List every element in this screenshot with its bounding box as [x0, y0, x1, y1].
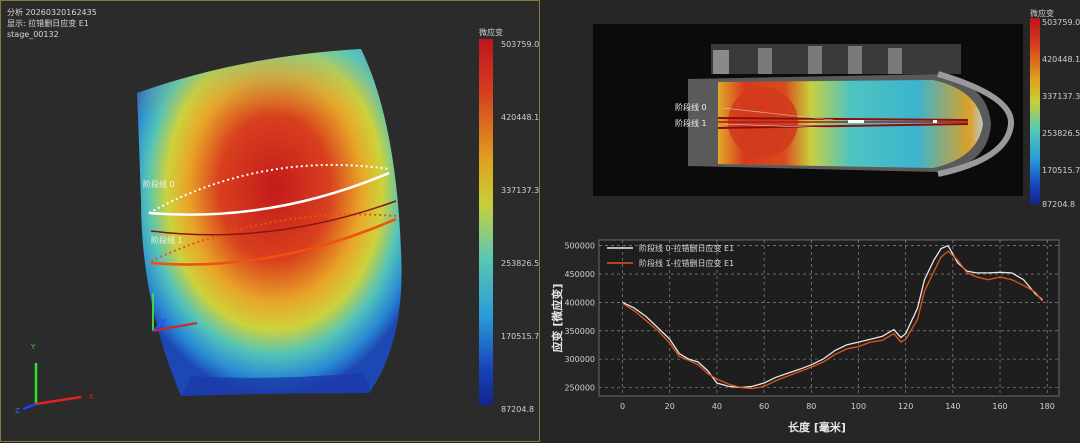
- colorbar-tick: 253826.5: [501, 259, 540, 268]
- svg-text:Z: Z: [15, 407, 20, 415]
- 3d-viewport[interactable]: 分析 20260320162435 显示: 拉错删日应变 E1 stage_00…: [0, 0, 540, 442]
- svg-text:Y: Y: [30, 343, 36, 351]
- x-tick-label: 180: [1040, 402, 1055, 411]
- x-axis-ticks: 0 20 40 60 80 100 120 140 160 180: [620, 402, 1055, 411]
- x-tick-label: 100: [851, 402, 866, 411]
- series-line-1: [622, 250, 1044, 390]
- y-axis-label: 应变 [微应变]: [550, 284, 564, 353]
- stage-line-1-back: [150, 213, 397, 262]
- y-axis-ticks: 250000 300000 350000 400000 450000 500000: [564, 242, 595, 393]
- series-group: [622, 244, 1044, 390]
- camera-colorbar-tick: 337137.3: [1042, 92, 1080, 101]
- results-panel: 阶段线 0 阶段线 1 微应变 503759.0 420448.1 337137…: [541, 0, 1080, 442]
- camera-image[interactable]: 阶段线 0 阶段线 1: [593, 24, 1023, 196]
- axis-triad: Y X Z: [15, 343, 94, 415]
- x-tick-label: 40: [712, 402, 722, 411]
- svg-text:X: X: [89, 393, 94, 401]
- stage-line-0-label: 阶段线 0: [143, 179, 175, 189]
- plot-area: [598, 239, 1060, 397]
- camera-colorbar-tick: 253826.5: [1042, 129, 1080, 138]
- y-tick-label: 400000: [564, 298, 595, 307]
- camera-colorbar: [1030, 18, 1040, 204]
- colorbar-tick: 503759.0: [501, 40, 540, 49]
- camera-colorbar-tick: 420448.1: [1042, 55, 1080, 64]
- strain-line-chart[interactable]: 0 20 40 60 80 100 120 140 160 180 250000 300000 350…: [541, 232, 1080, 442]
- x-tick-label: 60: [759, 402, 769, 411]
- x-tick-label: 160: [992, 402, 1007, 411]
- grid: [599, 240, 1059, 396]
- legend-label-1: 阶段线 1-拉错删日应变 E1: [639, 258, 734, 268]
- y-tick-label: 350000: [564, 327, 595, 336]
- colorbar-tick: 87204.8: [501, 405, 535, 414]
- camera-stage-line-0-label: 阶段线 0: [675, 102, 707, 112]
- display-label: 显示: 拉错删日应变 E1: [7, 19, 89, 28]
- y-tick-label: 300000: [564, 355, 595, 364]
- y-tick-label: 500000: [564, 242, 595, 251]
- strain-surface[interactable]: 阶段线 0 阶段线 1 Y X Z: [1, 1, 541, 443]
- stage-line-0-back: [148, 164, 390, 214]
- colorbar-title: 微应变: [479, 28, 503, 37]
- x-tick-label: 0: [620, 402, 625, 411]
- local-axis-gizmo: [152, 293, 198, 332]
- colorbar-tick: 170515.7: [501, 332, 540, 341]
- legend-label-0: 阶段线 0-拉错删日应变 E1: [639, 243, 734, 253]
- x-tick-label: 120: [898, 402, 913, 411]
- camera-stage-line-1-label: 阶段线 1: [675, 118, 707, 128]
- camera-colorbar-tick: 503759.0: [1042, 18, 1080, 27]
- camera-colorbar-tick: 87204.8: [1042, 200, 1076, 209]
- x-tick-label: 80: [806, 402, 816, 411]
- legend: 阶段线 0-拉错删日应变 E1 阶段线 1-拉错删日应变 E1: [607, 243, 734, 268]
- stage-line-1-label: 阶段线 1: [151, 235, 183, 245]
- x-tick-label: 20: [665, 402, 675, 411]
- x-axis-label: 长度 [毫米]: [788, 420, 846, 434]
- x-tick-label: 140: [945, 402, 960, 411]
- colorbar-tick: 420448.1: [501, 113, 540, 122]
- series-line-0: [622, 244, 1043, 389]
- stage-line-0[interactable]: [148, 171, 390, 216]
- camera-colorbar-title: 微应变: [1030, 9, 1054, 18]
- y-tick-label: 450000: [564, 270, 595, 279]
- stage-line-1[interactable]: [150, 217, 397, 266]
- colorbar: [479, 39, 493, 405]
- colorbar-tick: 337137.3: [501, 186, 540, 195]
- stage-label: stage_00132: [7, 30, 59, 39]
- y-tick-label: 250000: [564, 383, 595, 392]
- camera-colorbar-tick: 170515.7: [1042, 166, 1080, 175]
- analysis-label: 分析 20260320162435: [7, 8, 97, 17]
